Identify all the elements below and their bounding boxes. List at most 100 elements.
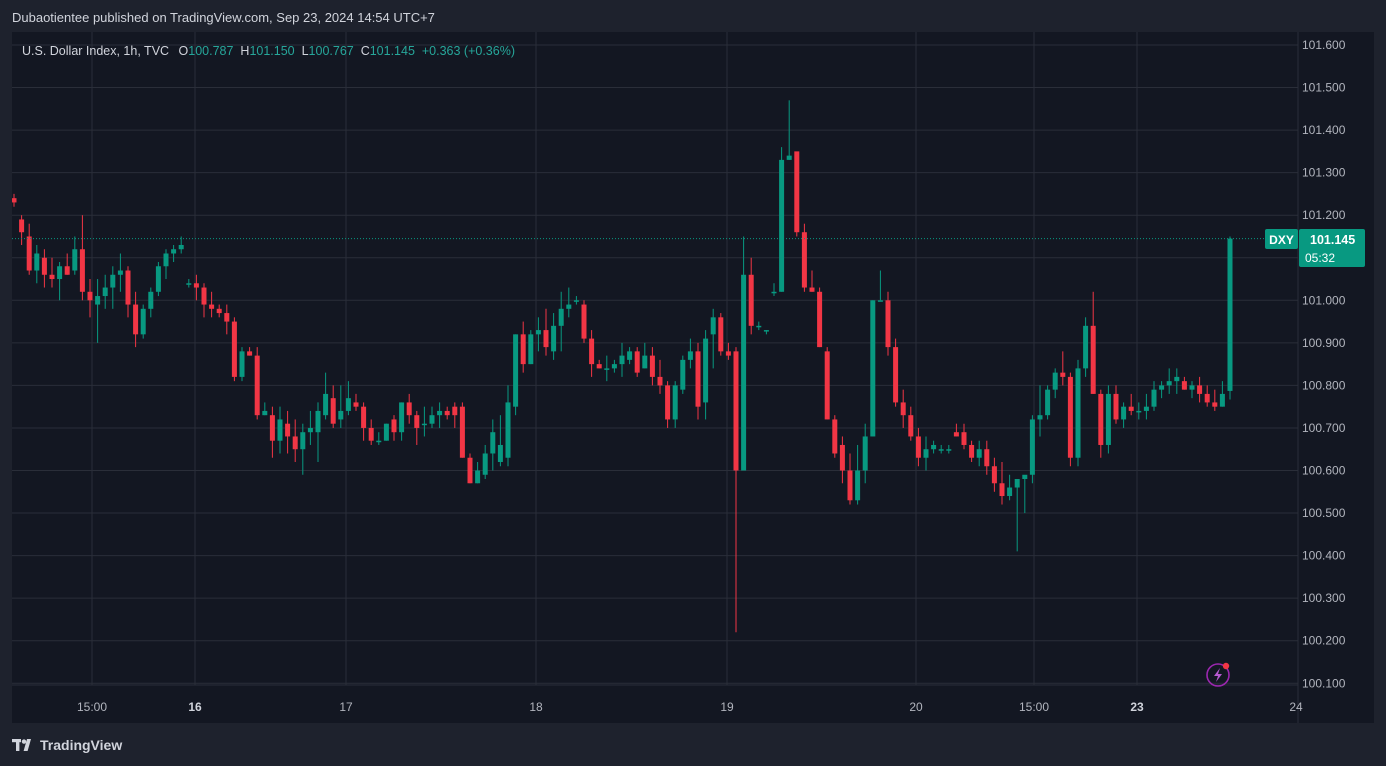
- legend-high-label: H: [240, 44, 250, 58]
- candle: [1113, 385, 1119, 424]
- legend-open-value: 100.787: [188, 44, 234, 58]
- candle-body: [467, 457, 473, 484]
- candle-body: [1045, 389, 1051, 416]
- candle-body: [976, 449, 982, 458]
- candle-body: [832, 419, 838, 454]
- candle: [1029, 415, 1035, 484]
- candle: [1083, 317, 1089, 377]
- price-tag: DXY 101.145 05:32: [1265, 229, 1365, 267]
- candle: [338, 385, 344, 428]
- candle: [953, 423, 959, 437]
- candle: [680, 355, 686, 394]
- candle: [399, 402, 405, 441]
- candle: [269, 406, 275, 458]
- candle: [72, 236, 78, 275]
- candle: [19, 215, 25, 245]
- candle: [64, 253, 70, 275]
- tradingview-branding[interactable]: TradingView: [12, 737, 122, 753]
- candle: [1136, 402, 1142, 420]
- candle-body: [353, 402, 359, 407]
- candle-body: [543, 330, 549, 348]
- candle-body: [634, 351, 640, 373]
- candle: [1060, 351, 1066, 386]
- candle: [710, 308, 716, 369]
- candle: [490, 419, 496, 471]
- candle: [801, 223, 807, 292]
- candle: [34, 244, 40, 284]
- candle-body: [733, 351, 739, 471]
- candle: [87, 279, 93, 318]
- candle: [57, 262, 63, 301]
- candle-body: [140, 308, 146, 335]
- grid-lines: [12, 32, 1298, 685]
- publish-caption: Dubaotientee published on TradingView.co…: [12, 10, 435, 25]
- candle-body: [710, 317, 716, 335]
- candle-body: [406, 402, 412, 416]
- x-tick-label: 15:00: [1019, 700, 1049, 714]
- candle: [482, 444, 488, 480]
- y-tick-label: 100.600: [1302, 464, 1346, 478]
- candle-body: [900, 402, 906, 416]
- candle: [216, 304, 222, 318]
- candle: [1204, 385, 1210, 407]
- candle: [642, 342, 648, 369]
- candle: [148, 287, 154, 318]
- candle: [817, 287, 823, 348]
- candle: [551, 313, 557, 360]
- candle-body: [19, 219, 25, 233]
- candle-body: [277, 419, 283, 441]
- candle-body: [376, 440, 382, 443]
- candle-body: [64, 266, 70, 275]
- candle: [1022, 474, 1028, 514]
- candle-body: [786, 155, 792, 160]
- candle-body: [330, 398, 336, 424]
- candle: [627, 347, 633, 365]
- candle-body: [49, 274, 55, 280]
- candle-body: [429, 415, 435, 424]
- candle-body: [695, 351, 701, 407]
- candle: [839, 436, 845, 484]
- candle-body: [224, 313, 230, 322]
- candle-body: [254, 355, 260, 416]
- candle: [95, 279, 101, 343]
- candle: [1227, 236, 1233, 400]
- candle-body: [619, 355, 625, 365]
- candle-body: [323, 393, 329, 416]
- candle-body: [1083, 325, 1089, 369]
- candle: [855, 444, 861, 505]
- candle-body: [178, 244, 184, 250]
- candle: [1037, 385, 1043, 437]
- candle-body: [1212, 402, 1218, 407]
- candle-body: [1121, 406, 1127, 420]
- candle-body: [459, 406, 465, 458]
- candle: [976, 440, 982, 467]
- chart-canvas[interactable]: 101.600 101.500 101.400 101.300 101.200 101.1…: [12, 32, 1374, 723]
- candle: [984, 440, 990, 475]
- candle-body: [862, 436, 868, 471]
- candle-body: [125, 270, 131, 305]
- candle: [171, 244, 177, 263]
- candle-body: [437, 410, 443, 416]
- candle: [528, 330, 534, 365]
- lightning-icon[interactable]: [1206, 662, 1230, 687]
- legend-low-value: 100.767: [308, 44, 354, 58]
- candle: [79, 215, 85, 301]
- candle-body: [12, 198, 17, 203]
- candle: [915, 427, 921, 467]
- candle: [353, 393, 359, 411]
- candle-body: [991, 466, 997, 484]
- candle-body: [1181, 381, 1187, 390]
- candle: [1075, 359, 1081, 467]
- candle: [832, 415, 838, 458]
- candle-body: [345, 398, 351, 411]
- x-tick-label: 16: [188, 700, 202, 714]
- candle: [513, 334, 519, 416]
- candle-body: [893, 347, 899, 403]
- candle: [117, 253, 123, 292]
- candle-body: [399, 402, 405, 433]
- candle-body: [611, 364, 617, 369]
- candle: [414, 410, 420, 445]
- candle: [1197, 376, 1203, 403]
- candle: [733, 347, 739, 633]
- legend-symbol[interactable]: U.S. Dollar Index, 1h, TVC: [22, 44, 170, 58]
